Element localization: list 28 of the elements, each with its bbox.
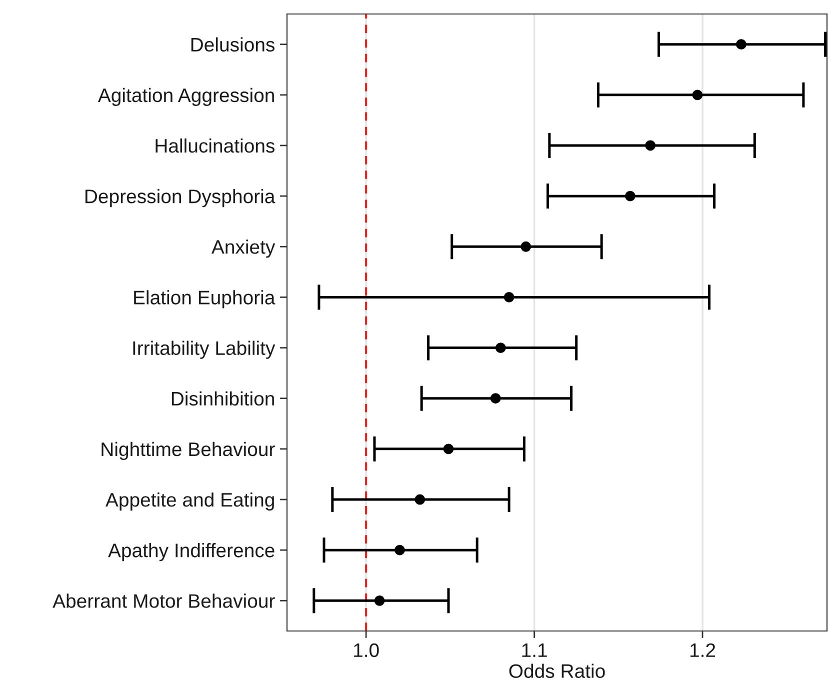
point (504, 292, 514, 302)
y-tick-label: Apathy Indifference (108, 543, 274, 562)
y-tick-label: Hallucinations (156, 138, 274, 153)
point (443, 444, 454, 454)
point (520, 241, 532, 252)
y-tick-label: Elation Euphoria (134, 290, 276, 308)
point (645, 140, 656, 151)
x-tick-label: 1.0 (354, 643, 379, 658)
point (490, 393, 501, 404)
y-tick-label: Irritability Lability (133, 340, 276, 359)
y-tick-label: Appetite and Eating (106, 492, 274, 511)
point (394, 544, 405, 556)
y-tick-label: Delusions (191, 37, 274, 52)
point (736, 39, 746, 50)
x-axis-title: Odds Ratio (509, 664, 605, 678)
y-tick-label: Depression Dysphoria (86, 189, 276, 208)
y-tick-label: Nighttime Behaviour (102, 442, 275, 460)
y-tick-label: Disinhibition (172, 391, 274, 406)
point (624, 190, 636, 202)
point (495, 342, 506, 353)
x-tick-label: 1.2 (690, 643, 716, 657)
y-tick-label: Agitation Aggression (98, 88, 274, 106)
point (414, 494, 426, 505)
y-tick-label: Anxiety (211, 240, 276, 258)
x-tick-label: 1.1 (522, 644, 547, 657)
y-tick-label: Aberrant Motor Behaviour (52, 594, 275, 608)
point (692, 90, 703, 100)
point (374, 595, 385, 606)
